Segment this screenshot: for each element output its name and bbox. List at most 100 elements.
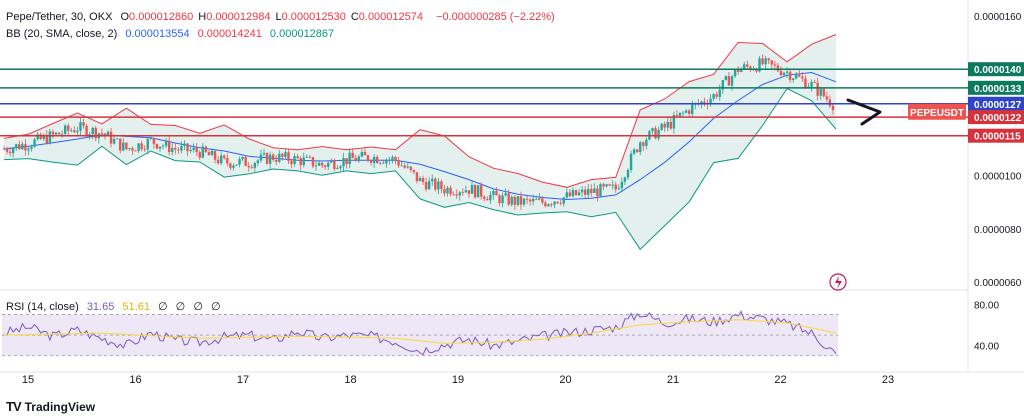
candle-body bbox=[345, 158, 348, 165]
bb-upper-line bbox=[3, 34, 837, 188]
candle-body bbox=[779, 70, 783, 76]
candle-body bbox=[522, 198, 526, 205]
candle-body bbox=[580, 189, 584, 193]
candle-body bbox=[27, 148, 30, 151]
legend-bb-basis: 0.000013554 bbox=[125, 28, 190, 40]
candle-body bbox=[541, 198, 544, 203]
candle-body bbox=[773, 64, 777, 66]
candle-body bbox=[119, 138, 122, 151]
candle-body bbox=[192, 147, 195, 150]
candle-body bbox=[651, 128, 654, 132]
tradingview-logo-icon: TV bbox=[6, 399, 22, 414]
candle-body bbox=[687, 110, 691, 114]
candle-body bbox=[733, 69, 737, 77]
candle-body bbox=[675, 115, 679, 117]
candle-body bbox=[412, 169, 416, 173]
candle-body bbox=[134, 150, 137, 152]
candle-body bbox=[403, 165, 406, 168]
candle-body bbox=[645, 139, 648, 146]
candle-body bbox=[593, 188, 596, 193]
candle-body bbox=[434, 178, 437, 190]
candle-body bbox=[764, 58, 767, 65]
candle-body bbox=[559, 203, 562, 204]
candle-body bbox=[357, 156, 361, 162]
candle-body bbox=[91, 127, 94, 135]
candle-body bbox=[427, 181, 431, 190]
candle-body bbox=[204, 146, 208, 152]
candle-body bbox=[115, 138, 119, 140]
candle-body bbox=[219, 155, 223, 164]
candle-body bbox=[8, 151, 12, 154]
y-tick-label: 0.0000160 bbox=[974, 12, 1022, 23]
candle-body bbox=[547, 204, 550, 207]
candle-body bbox=[501, 195, 504, 204]
candle-body bbox=[30, 146, 33, 149]
candle-body bbox=[351, 152, 354, 159]
candle-body bbox=[715, 94, 718, 97]
candle-body bbox=[164, 140, 168, 146]
candle-body bbox=[103, 133, 107, 136]
candle-body bbox=[449, 187, 452, 195]
legend-ohlc-key: C bbox=[350, 11, 359, 23]
rsi-tick-label: 80.00 bbox=[974, 300, 999, 311]
candle-body bbox=[397, 160, 400, 166]
candle-body bbox=[161, 145, 165, 147]
candle-body bbox=[568, 192, 572, 197]
candle-body bbox=[743, 64, 746, 69]
candle-body bbox=[63, 125, 67, 134]
y-tick-label: 0.0000060 bbox=[974, 278, 1022, 289]
candle-body bbox=[400, 165, 403, 167]
candle-body bbox=[504, 193, 507, 196]
candle-body bbox=[256, 160, 260, 164]
candle-body bbox=[458, 192, 461, 196]
candle-body bbox=[158, 146, 162, 149]
candle-body bbox=[684, 110, 688, 113]
candle-body bbox=[308, 156, 312, 158]
candle-body bbox=[360, 152, 364, 157]
candle-body bbox=[268, 154, 272, 164]
legend-rsi-empty-2: ∅ bbox=[175, 301, 186, 313]
candle-body bbox=[342, 158, 345, 167]
candle-body bbox=[721, 80, 725, 90]
candle-body bbox=[476, 185, 480, 198]
candle-body bbox=[516, 196, 520, 205]
x-tick-label: 23 bbox=[882, 374, 894, 386]
legend-rsi-empty-4: ∅ bbox=[210, 301, 221, 313]
candle-body bbox=[60, 133, 64, 135]
candle-body bbox=[354, 158, 357, 162]
candle-body bbox=[535, 198, 538, 200]
footer-brand[interactable]: TV TradingView bbox=[6, 399, 95, 414]
candle-body bbox=[287, 152, 290, 161]
candle-body bbox=[736, 69, 740, 72]
candle-body bbox=[813, 82, 816, 83]
candle-body bbox=[18, 144, 21, 150]
candle-body bbox=[336, 168, 339, 170]
candle-body bbox=[464, 190, 468, 193]
symbol-tag: PEPEUSDT bbox=[910, 108, 964, 119]
candle-body bbox=[473, 184, 477, 198]
candle-body bbox=[409, 166, 413, 170]
candle-body bbox=[85, 125, 88, 137]
candle-body bbox=[171, 148, 174, 153]
legend-bb-label: BB (20, SMA, close, 2) bbox=[6, 28, 118, 40]
legend-ohlc-c: 0.000012574 bbox=[358, 11, 423, 23]
candle-body bbox=[822, 88, 825, 97]
candle-body bbox=[366, 155, 370, 161]
candle-body bbox=[492, 190, 495, 196]
y-tick-label: 0.0000100 bbox=[974, 172, 1022, 183]
candle-body bbox=[250, 167, 253, 169]
candle-body bbox=[632, 149, 636, 154]
legend-bb-upper: 0.000014241 bbox=[197, 28, 262, 40]
candle-body bbox=[320, 162, 324, 166]
candle-body bbox=[776, 65, 780, 71]
candle-body bbox=[421, 177, 425, 182]
candle-body bbox=[112, 138, 116, 144]
candle-body bbox=[452, 194, 455, 196]
candle-body bbox=[577, 192, 581, 196]
candle-body bbox=[596, 188, 599, 197]
candle-body bbox=[831, 105, 835, 111]
candle-body bbox=[327, 162, 330, 167]
candle-body bbox=[48, 131, 52, 144]
candle-body bbox=[51, 131, 55, 135]
